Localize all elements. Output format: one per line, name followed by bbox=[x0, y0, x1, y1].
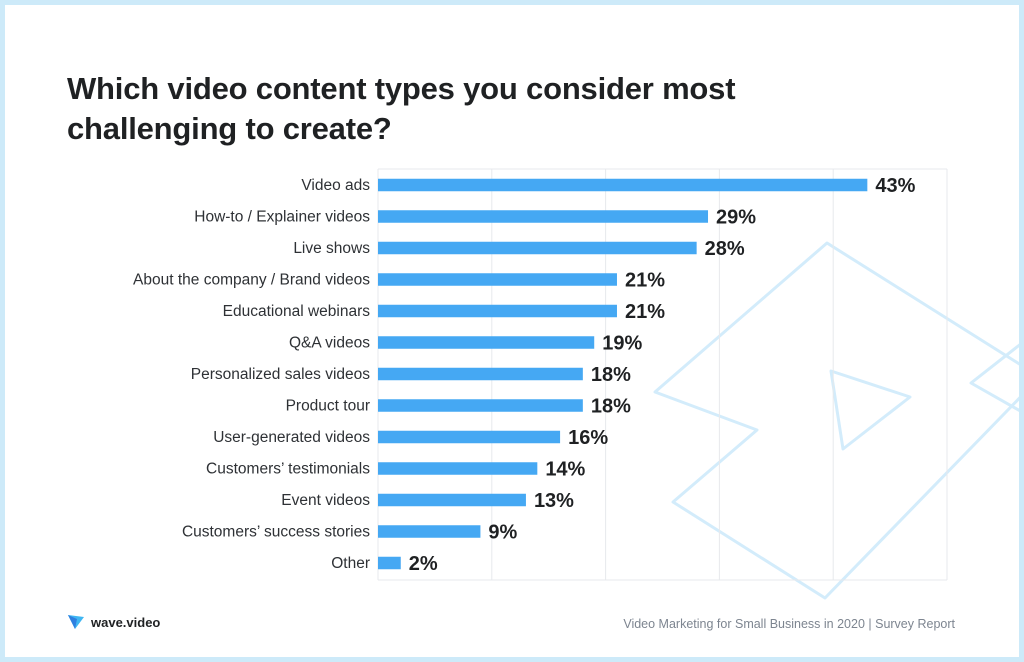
bar-chart: Video ads 43% How-to / Explainer videos 29%… bbox=[133, 168, 948, 581]
bar-12 bbox=[378, 556, 401, 570]
footer-source: Video Marketing for Small Business in 20… bbox=[623, 617, 955, 631]
watermark-play-triangle bbox=[829, 369, 912, 451]
bar-2 bbox=[378, 241, 697, 255]
value-label-0: 43% bbox=[875, 175, 915, 197]
bar-8 bbox=[378, 430, 561, 444]
bar-3 bbox=[378, 273, 617, 286]
bar-4 bbox=[378, 304, 617, 318]
watermark-shape-main bbox=[653, 241, 1019, 600]
value-label-9: 14% bbox=[545, 459, 585, 481]
value-label-1: 29% bbox=[716, 207, 756, 229]
bar-10 bbox=[378, 493, 526, 507]
category-label-6: Personalized sales videos bbox=[191, 366, 370, 383]
bar-0 bbox=[378, 178, 868, 192]
bar-5 bbox=[378, 336, 595, 349]
value-label-5: 19% bbox=[602, 333, 642, 355]
value-label-10: 13% bbox=[534, 490, 574, 512]
logo-text: wave.video bbox=[91, 614, 161, 630]
category-label-5: Q&A videos bbox=[289, 335, 370, 352]
wave-video-logo[interactable]: wave.video bbox=[67, 614, 160, 630]
chart-bars bbox=[378, 178, 868, 570]
category-label-12: Other bbox=[331, 555, 370, 572]
category-label-11: Customers’ success stories bbox=[182, 524, 370, 541]
bar-1 bbox=[378, 210, 709, 223]
category-label-0: Video ads bbox=[301, 177, 370, 194]
category-label-9: Customers’ testimonials bbox=[206, 461, 370, 478]
chart-title: Which video content types you consider m… bbox=[67, 71, 736, 146]
value-label-11: 9% bbox=[488, 522, 517, 544]
category-label-2: Live shows bbox=[293, 240, 370, 257]
chart-labels: Video ads 43% How-to / Explainer videos 29%… bbox=[133, 175, 916, 575]
value-label-6: 18% bbox=[591, 364, 631, 386]
category-label-4: Educational webinars bbox=[223, 303, 371, 320]
category-label-3: About the company / Brand videos bbox=[133, 272, 370, 289]
value-label-8: 16% bbox=[568, 427, 608, 449]
value-label-2: 28% bbox=[705, 238, 745, 260]
category-label-7: Product tour bbox=[286, 398, 370, 415]
wave-video-logo-icon bbox=[68, 615, 84, 629]
bar-6 bbox=[378, 367, 583, 381]
watermark-shape-right bbox=[969, 343, 1019, 412]
category-label-1: How-to / Explainer videos bbox=[194, 209, 370, 226]
value-label-7: 18% bbox=[591, 396, 631, 418]
value-label-3: 21% bbox=[625, 270, 665, 292]
category-label-10: Event videos bbox=[281, 492, 370, 509]
bar-11 bbox=[378, 525, 481, 538]
bar-9 bbox=[378, 462, 538, 475]
category-label-8: User-generated videos bbox=[213, 429, 370, 446]
value-label-4: 21% bbox=[625, 301, 665, 323]
value-label-12: 2% bbox=[409, 553, 438, 575]
bar-7 bbox=[378, 399, 583, 412]
play-icon-watermark bbox=[653, 241, 1019, 600]
